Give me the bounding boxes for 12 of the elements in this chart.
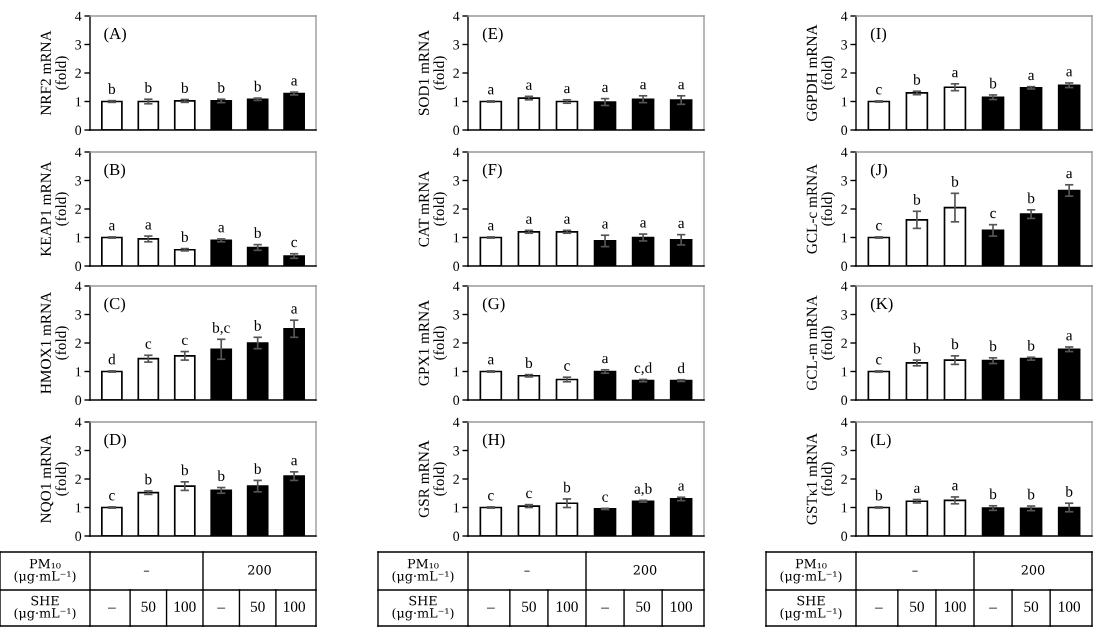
text: (J) xyxy=(870,163,888,179)
text: (A) xyxy=(104,27,126,43)
text: (G) xyxy=(482,297,505,313)
text: (C) xyxy=(104,297,126,313)
text: (B) xyxy=(104,163,126,179)
text: (F) xyxy=(482,163,502,179)
text: (E) xyxy=(482,27,503,43)
text: (D) xyxy=(104,433,126,449)
text: (K) xyxy=(870,297,893,313)
text: (L) xyxy=(870,433,891,449)
text: (H) xyxy=(482,433,505,449)
text: (I) xyxy=(870,27,887,43)
